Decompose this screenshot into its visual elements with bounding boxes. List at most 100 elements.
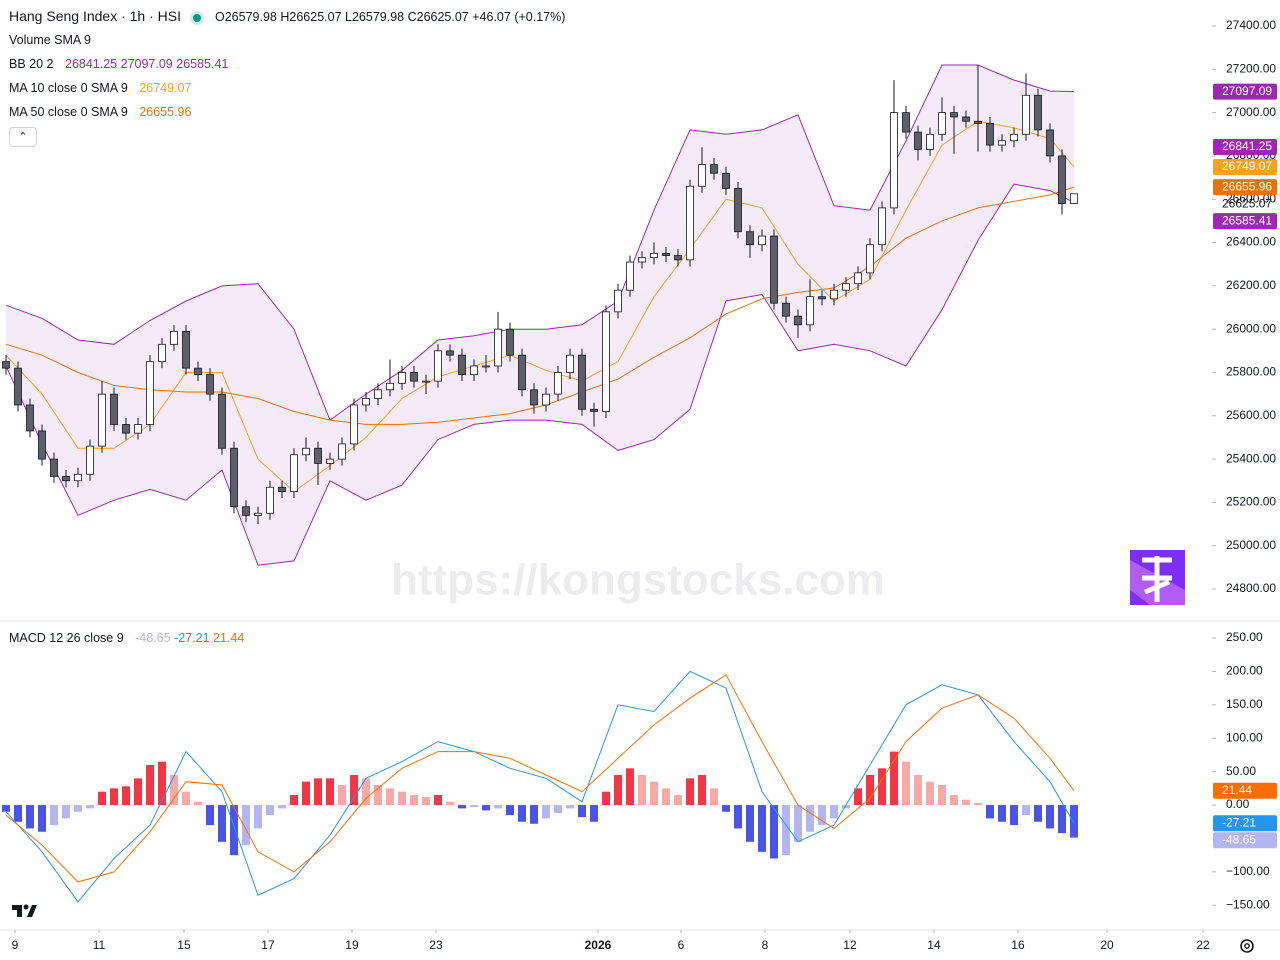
macd-histogram-bar	[158, 761, 166, 806]
macd-histogram-bar	[278, 805, 286, 809]
macd-histogram-bar	[1034, 805, 1042, 822]
macd-histogram-bar	[770, 805, 778, 859]
indicator-name: MACD	[9, 631, 46, 645]
candle-body	[134, 424, 142, 434]
macd-histogram-bar	[410, 795, 418, 806]
candle-body	[602, 311, 610, 412]
indicator-name: Volume SMA 9	[9, 33, 91, 47]
macd-histogram-bar	[566, 805, 574, 809]
legend-ma50: MA 50 close 0 SMA 9 26655.96	[9, 100, 565, 124]
macd-histogram-bar	[974, 803, 982, 806]
candle-body	[902, 112, 910, 133]
ohlc-label: O	[215, 10, 225, 24]
candle-body	[458, 354, 466, 376]
candle-body	[266, 486, 274, 514]
candle-body	[482, 365, 490, 368]
macd-histogram-bar	[950, 795, 958, 806]
candle-body	[1058, 155, 1066, 204]
candle-body	[170, 330, 178, 345]
logo-glyph	[1142, 556, 1172, 602]
candle-body	[854, 272, 862, 285]
candle-body	[194, 367, 202, 376]
indicator-value: 27097.09	[120, 57, 173, 71]
price-tag-label: 26585.41	[1222, 213, 1272, 227]
candle-body	[50, 458, 58, 477]
bb-upper	[5, 64, 1075, 421]
candle-body	[590, 408, 598, 412]
macd-histogram-bar	[386, 788, 394, 806]
candle-body	[962, 116, 970, 122]
indicator-params: 50 close 0 SMA 9	[30, 105, 128, 119]
y-tick-label: 25400.00	[1226, 451, 1276, 465]
y-tick-label: 250.00	[1226, 630, 1263, 644]
macd-histogram-bar	[578, 805, 586, 818]
candle-body	[26, 404, 34, 432]
macd-histogram-bar	[1046, 805, 1054, 829]
indicator-value: 21.44	[213, 631, 245, 645]
watermark: https://kongstocks.com	[391, 556, 885, 605]
collapse-legend-button[interactable]: ⌃	[9, 127, 37, 147]
macd-histogram-bar	[554, 805, 562, 814]
indicator-value: 26841.25	[65, 57, 118, 71]
candle-body	[62, 476, 70, 482]
macd-histogram-bar	[98, 791, 106, 806]
candle-body	[350, 404, 358, 445]
candle-body	[434, 350, 442, 382]
candle-body	[470, 365, 478, 376]
indicator-name: MA	[9, 105, 28, 119]
macd-histogram-bar	[206, 805, 214, 826]
tradingview-logo	[12, 904, 37, 917]
candle-body	[758, 235, 766, 246]
bb-fill	[6, 65, 1074, 566]
candle-body	[674, 255, 682, 261]
y-tick-label: −150.00	[1226, 897, 1270, 911]
candle-body	[914, 131, 922, 150]
macd-histogram-bar	[458, 805, 466, 809]
ohlc-value: 26579.98	[351, 10, 405, 24]
logo-part	[27, 905, 37, 917]
candle-body	[410, 372, 418, 382]
candle-body	[254, 512, 262, 516]
signal-line	[5, 674, 1075, 883]
y-tick-label: 25600.00	[1226, 408, 1276, 422]
price-tag	[1213, 213, 1277, 230]
x-tick-label: 23	[429, 938, 443, 952]
macd-histogram-bar	[350, 774, 358, 806]
legend-bb: BB 20 2 26841.25 27097.09 26585.41	[9, 52, 565, 76]
candle-body	[554, 372, 562, 395]
settings-gear[interactable]	[1240, 939, 1254, 953]
x-tick-label: 22	[1196, 938, 1210, 952]
macd-histogram-bar	[254, 805, 262, 829]
y-tick-label: 27000.00	[1226, 105, 1276, 119]
x-tick-label: 9	[12, 938, 19, 952]
gear-hub[interactable]	[1244, 943, 1250, 949]
candle-body	[86, 445, 94, 475]
candle-body	[242, 506, 250, 516]
ohlc-label: C	[407, 10, 417, 24]
macd-histogram-bar	[722, 805, 730, 812]
brand-logo	[1130, 550, 1185, 605]
candle-body	[770, 235, 778, 304]
candle-body	[614, 289, 622, 313]
candle-body	[74, 473, 82, 482]
x-tick-label: 17	[261, 938, 275, 952]
macd-histogram-bar	[122, 786, 130, 806]
macd-histogram-bar	[626, 768, 634, 806]
candle-body	[494, 328, 502, 367]
macd-histogram-bar	[782, 805, 790, 856]
candle-body	[122, 424, 130, 434]
gear-ring[interactable]	[1240, 939, 1254, 953]
candle-body	[230, 447, 238, 508]
macd-histogram-bar	[998, 805, 1006, 822]
macd-histogram-bar	[1058, 805, 1066, 834]
market-status	[193, 13, 201, 22]
macd-histogram-bar	[830, 805, 838, 819]
x-tick-label: 16	[1011, 938, 1025, 952]
y-tick-label: −100.00	[1226, 864, 1270, 878]
macd-histogram-bar	[818, 805, 826, 826]
x-tick-label: 19	[345, 938, 359, 952]
macd-histogram-bar	[26, 805, 34, 829]
price-tag	[1213, 782, 1277, 799]
macd-histogram-bar	[374, 785, 382, 806]
indicator-value: -48.65	[135, 631, 171, 645]
